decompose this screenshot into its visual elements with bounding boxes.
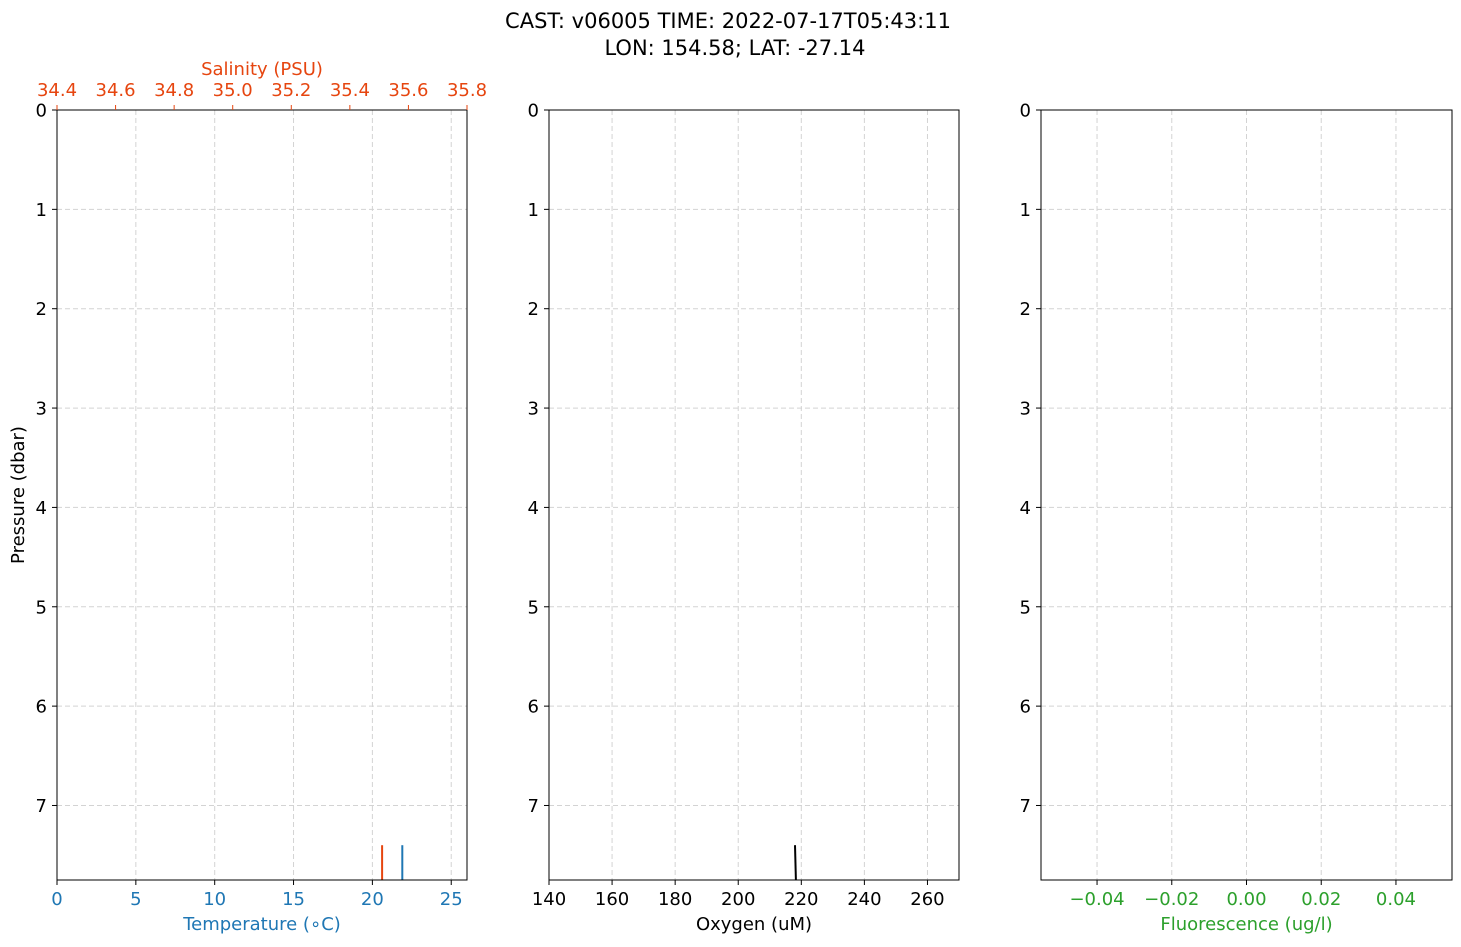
x-tick-label: −0.02 <box>1144 889 1199 910</box>
y-tick-label: 3 <box>1020 399 1031 420</box>
y-tick-label: 7 <box>528 796 539 817</box>
x-tick-label: 180 <box>658 889 692 910</box>
x-tick-label: 200 <box>721 889 755 910</box>
y-tick-label: 6 <box>528 697 539 718</box>
y-tick-label: 0 <box>528 101 539 122</box>
y-tick-label: 5 <box>528 597 539 618</box>
y-tick-label: 5 <box>1020 597 1031 618</box>
x-tick-label: 5 <box>130 889 141 910</box>
x-axis-label: Temperature (∘C) <box>182 914 341 935</box>
top-x-tick-label: 34.6 <box>96 80 136 101</box>
y-tick-label: 0 <box>36 101 47 122</box>
panel-oxygen: 0 1 2 3 4 5 6 7 140 160 180 200 220 240 260 Oxygen (uM) <box>528 101 960 935</box>
x-tick-label: 20 <box>361 889 384 910</box>
x-tick-label: 0.02 <box>1301 889 1341 910</box>
top-x-tick-label: 35.4 <box>330 80 370 101</box>
x-tick-label: 10 <box>203 889 226 910</box>
top-x-tick-label: 35.8 <box>447 80 487 101</box>
plot-frame <box>548 109 960 881</box>
x-tick-label: 25 <box>440 889 463 910</box>
y-tick-label: 4 <box>36 498 47 519</box>
y-tick-label: 6 <box>1020 697 1031 718</box>
top-x-tick-label: 34.8 <box>154 80 194 101</box>
y-tick-label: 3 <box>36 399 47 420</box>
y-tick-label: 3 <box>528 399 539 420</box>
x-tick-label: 220 <box>784 889 818 910</box>
y-tick-label: 1 <box>528 200 539 221</box>
x-tick-label: 240 <box>847 889 881 910</box>
x-tick-label: 15 <box>282 889 305 910</box>
x-tick-label: 0.00 <box>1226 889 1266 910</box>
y-tick-label: 4 <box>528 498 539 519</box>
y-tick-label: 2 <box>1020 299 1031 320</box>
plot-frame <box>56 109 468 881</box>
figure-title-line2: LON: 154.58; LAT: -27.14 <box>604 36 865 60</box>
x-tick-label: −0.04 <box>1069 889 1124 910</box>
y-tick-label: 1 <box>1020 200 1031 221</box>
top-x-axis-label: Salinity (PSU) <box>201 59 323 80</box>
x-axis-label: Fluorescence (ug/l) <box>1160 914 1332 935</box>
y-tick-label: 0 <box>1020 101 1031 122</box>
x-axis-label: Oxygen (uM) <box>696 914 812 935</box>
y-tick-label: 1 <box>36 200 47 221</box>
panel-temperature-salinity: 0 1 2 3 4 5 6 7 0 5 10 15 20 25 Temperature (∘C) 34.4 34… <box>8 59 487 935</box>
y-axis-label: Pressure (dbar) <box>8 426 29 564</box>
y-tick-label: 6 <box>36 697 47 718</box>
y-tick-label: 2 <box>36 299 47 320</box>
y-tick-label: 7 <box>36 796 47 817</box>
top-x-tick-label: 35.2 <box>271 80 311 101</box>
y-tick-label: 2 <box>528 299 539 320</box>
x-tick-label: 160 <box>595 889 629 910</box>
figure-title-line1: CAST: v06005 TIME: 2022-07-17T05:43:11 <box>505 9 951 33</box>
x-tick-label: 140 <box>532 889 566 910</box>
y-tick-label: 5 <box>36 597 47 618</box>
panel-fluorescence: 0 1 2 3 4 5 6 7 −0.04 −0.02 0.00 0.02 0.04 Fluorescen… <box>1020 101 1453 935</box>
y-tick-label: 4 <box>1020 498 1031 519</box>
top-x-tick-label: 35.6 <box>388 80 428 101</box>
top-x-tick-label: 35.0 <box>213 80 253 101</box>
series-line-bottom-axis <box>794 845 797 881</box>
x-tick-label: 0 <box>51 889 62 910</box>
x-tick-label: 0.04 <box>1376 889 1416 910</box>
y-tick-label: 7 <box>1020 796 1031 817</box>
top-x-tick-label: 34.4 <box>37 80 77 101</box>
x-tick-label: 260 <box>910 889 944 910</box>
